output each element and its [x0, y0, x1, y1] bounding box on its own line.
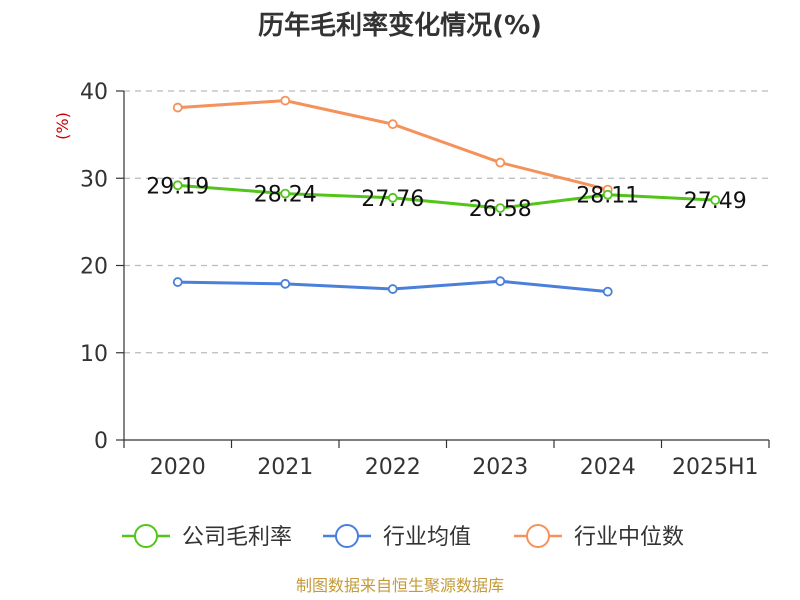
data-label-0-0: 29.19	[146, 174, 209, 199]
legend-item-1: 行业均值	[323, 524, 471, 550]
data-point-1-3	[495, 276, 506, 287]
data-label-0-5: 27.49	[684, 189, 747, 214]
series-line-0	[177, 183, 716, 210]
gridlines	[124, 90, 769, 354]
chart-title: 历年毛利率变化情况(%)	[258, 10, 542, 41]
series-group: 29.19 28.24 27.76 26.58 28.11 27.49	[146, 95, 747, 297]
legend-label-0: 公司毛利率	[182, 525, 292, 550]
series-line-2	[177, 99, 609, 192]
legend-marker-1	[335, 524, 359, 548]
data-point-2-2	[387, 119, 398, 130]
data-point-1-2	[387, 284, 398, 294]
y-tick-label-30: 30	[80, 167, 108, 192]
data-point-2-1	[280, 95, 291, 106]
source-note: 制图数据来自恒生聚源数据库	[296, 576, 504, 595]
series-0: 29.19 28.24 27.76 26.58 28.11 27.49	[146, 174, 746, 222]
x-tick-label-2022: 2022	[365, 455, 421, 480]
data-point-1-1	[280, 278, 291, 289]
legend-label-1: 行业均值	[383, 525, 471, 550]
data-point-1-4	[602, 286, 613, 297]
data-point-1-0	[172, 277, 183, 287]
y-axis-ticks: 0 10 20 30 40	[80, 80, 108, 454]
x-tick-label-2020: 2020	[150, 455, 206, 480]
y-tick-label-40: 40	[80, 80, 108, 105]
data-label-0-1: 28.24	[254, 183, 317, 208]
series-1	[172, 276, 613, 297]
x-axis-ticks: 2020 2021 2022 2023 2024 2025H1	[150, 455, 759, 480]
x-tick-label-2025H1: 2025H1	[672, 455, 759, 480]
legend-label-2: 行业中位数	[574, 525, 684, 550]
x-tick-label-2021: 2021	[257, 455, 313, 480]
legend-item-0: 公司毛利率	[122, 524, 292, 550]
legend: 公司毛利率 行业均值 行业中位数	[122, 524, 684, 550]
data-point-0-4	[602, 189, 613, 200]
legend-item-2: 行业中位数	[514, 524, 684, 550]
y-tick-label-10: 10	[80, 342, 108, 367]
data-point-0-3	[495, 203, 506, 213]
series-2	[172, 95, 613, 195]
y-tick-label-20: 20	[80, 255, 108, 280]
y-axis-unit: (%)	[53, 112, 72, 140]
data-point-0-1	[280, 188, 291, 199]
legend-marker-0	[134, 524, 158, 548]
x-tick-label-2024: 2024	[580, 455, 636, 480]
data-point-2-3	[495, 157, 506, 168]
data-point-0-0	[172, 180, 183, 191]
legend-marker-2	[526, 524, 550, 548]
data-point-2-0	[172, 102, 183, 113]
data-point-0-5	[710, 195, 721, 206]
data-label-0-2: 27.76	[361, 187, 424, 212]
x-tick-label-2023: 2023	[472, 455, 528, 480]
y-tick-label-0: 0	[94, 429, 108, 454]
data-point-0-2	[387, 192, 398, 203]
data-label-0-4: 28.11	[576, 184, 639, 209]
axes	[116, 90, 770, 448]
data-label-0-3: 26.58	[469, 197, 532, 222]
